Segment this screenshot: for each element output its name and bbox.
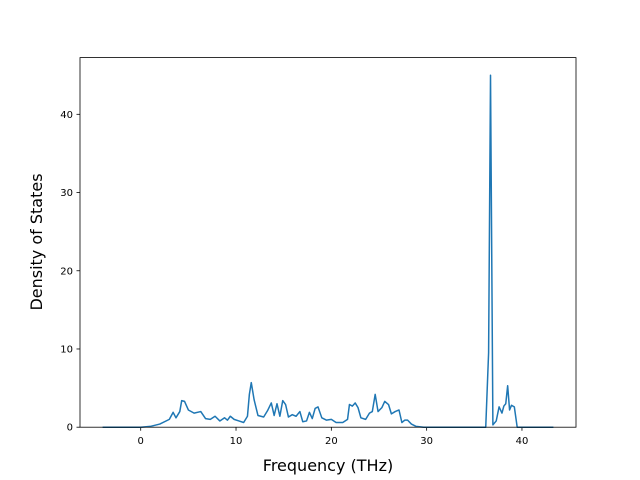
- plot-frame: [79, 57, 577, 428]
- x-tick-label: 0: [138, 436, 144, 447]
- y-axis-label: Density of States: [27, 173, 46, 310]
- x-tick-label: 40: [516, 436, 529, 447]
- x-tick-label: 30: [420, 436, 433, 447]
- y-tick-label: 20: [60, 266, 73, 277]
- y-tick-label: 40: [60, 110, 73, 121]
- x-tick-label: 10: [230, 436, 243, 447]
- y-tick-label: 10: [60, 344, 73, 355]
- x-tick-label: 20: [325, 436, 338, 447]
- y-tick-label: 0: [67, 423, 73, 434]
- y-tick-label: 30: [60, 188, 73, 199]
- x-axis-label: Frequency (THz): [263, 456, 393, 475]
